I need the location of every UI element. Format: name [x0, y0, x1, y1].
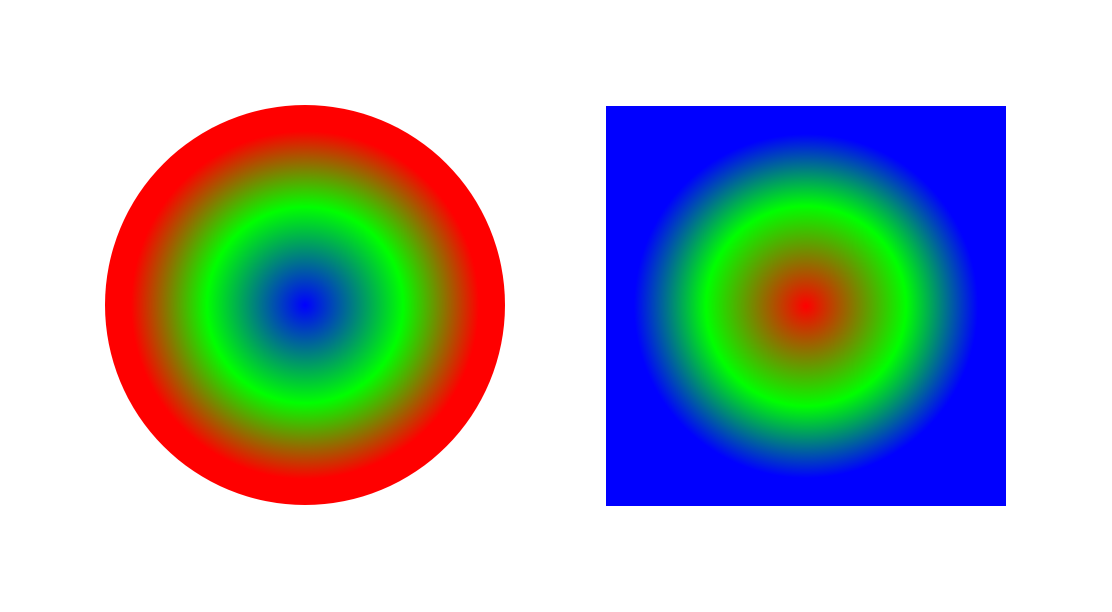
radial-gradient-square: [606, 106, 1006, 506]
radial-gradient-circle: [105, 105, 505, 505]
